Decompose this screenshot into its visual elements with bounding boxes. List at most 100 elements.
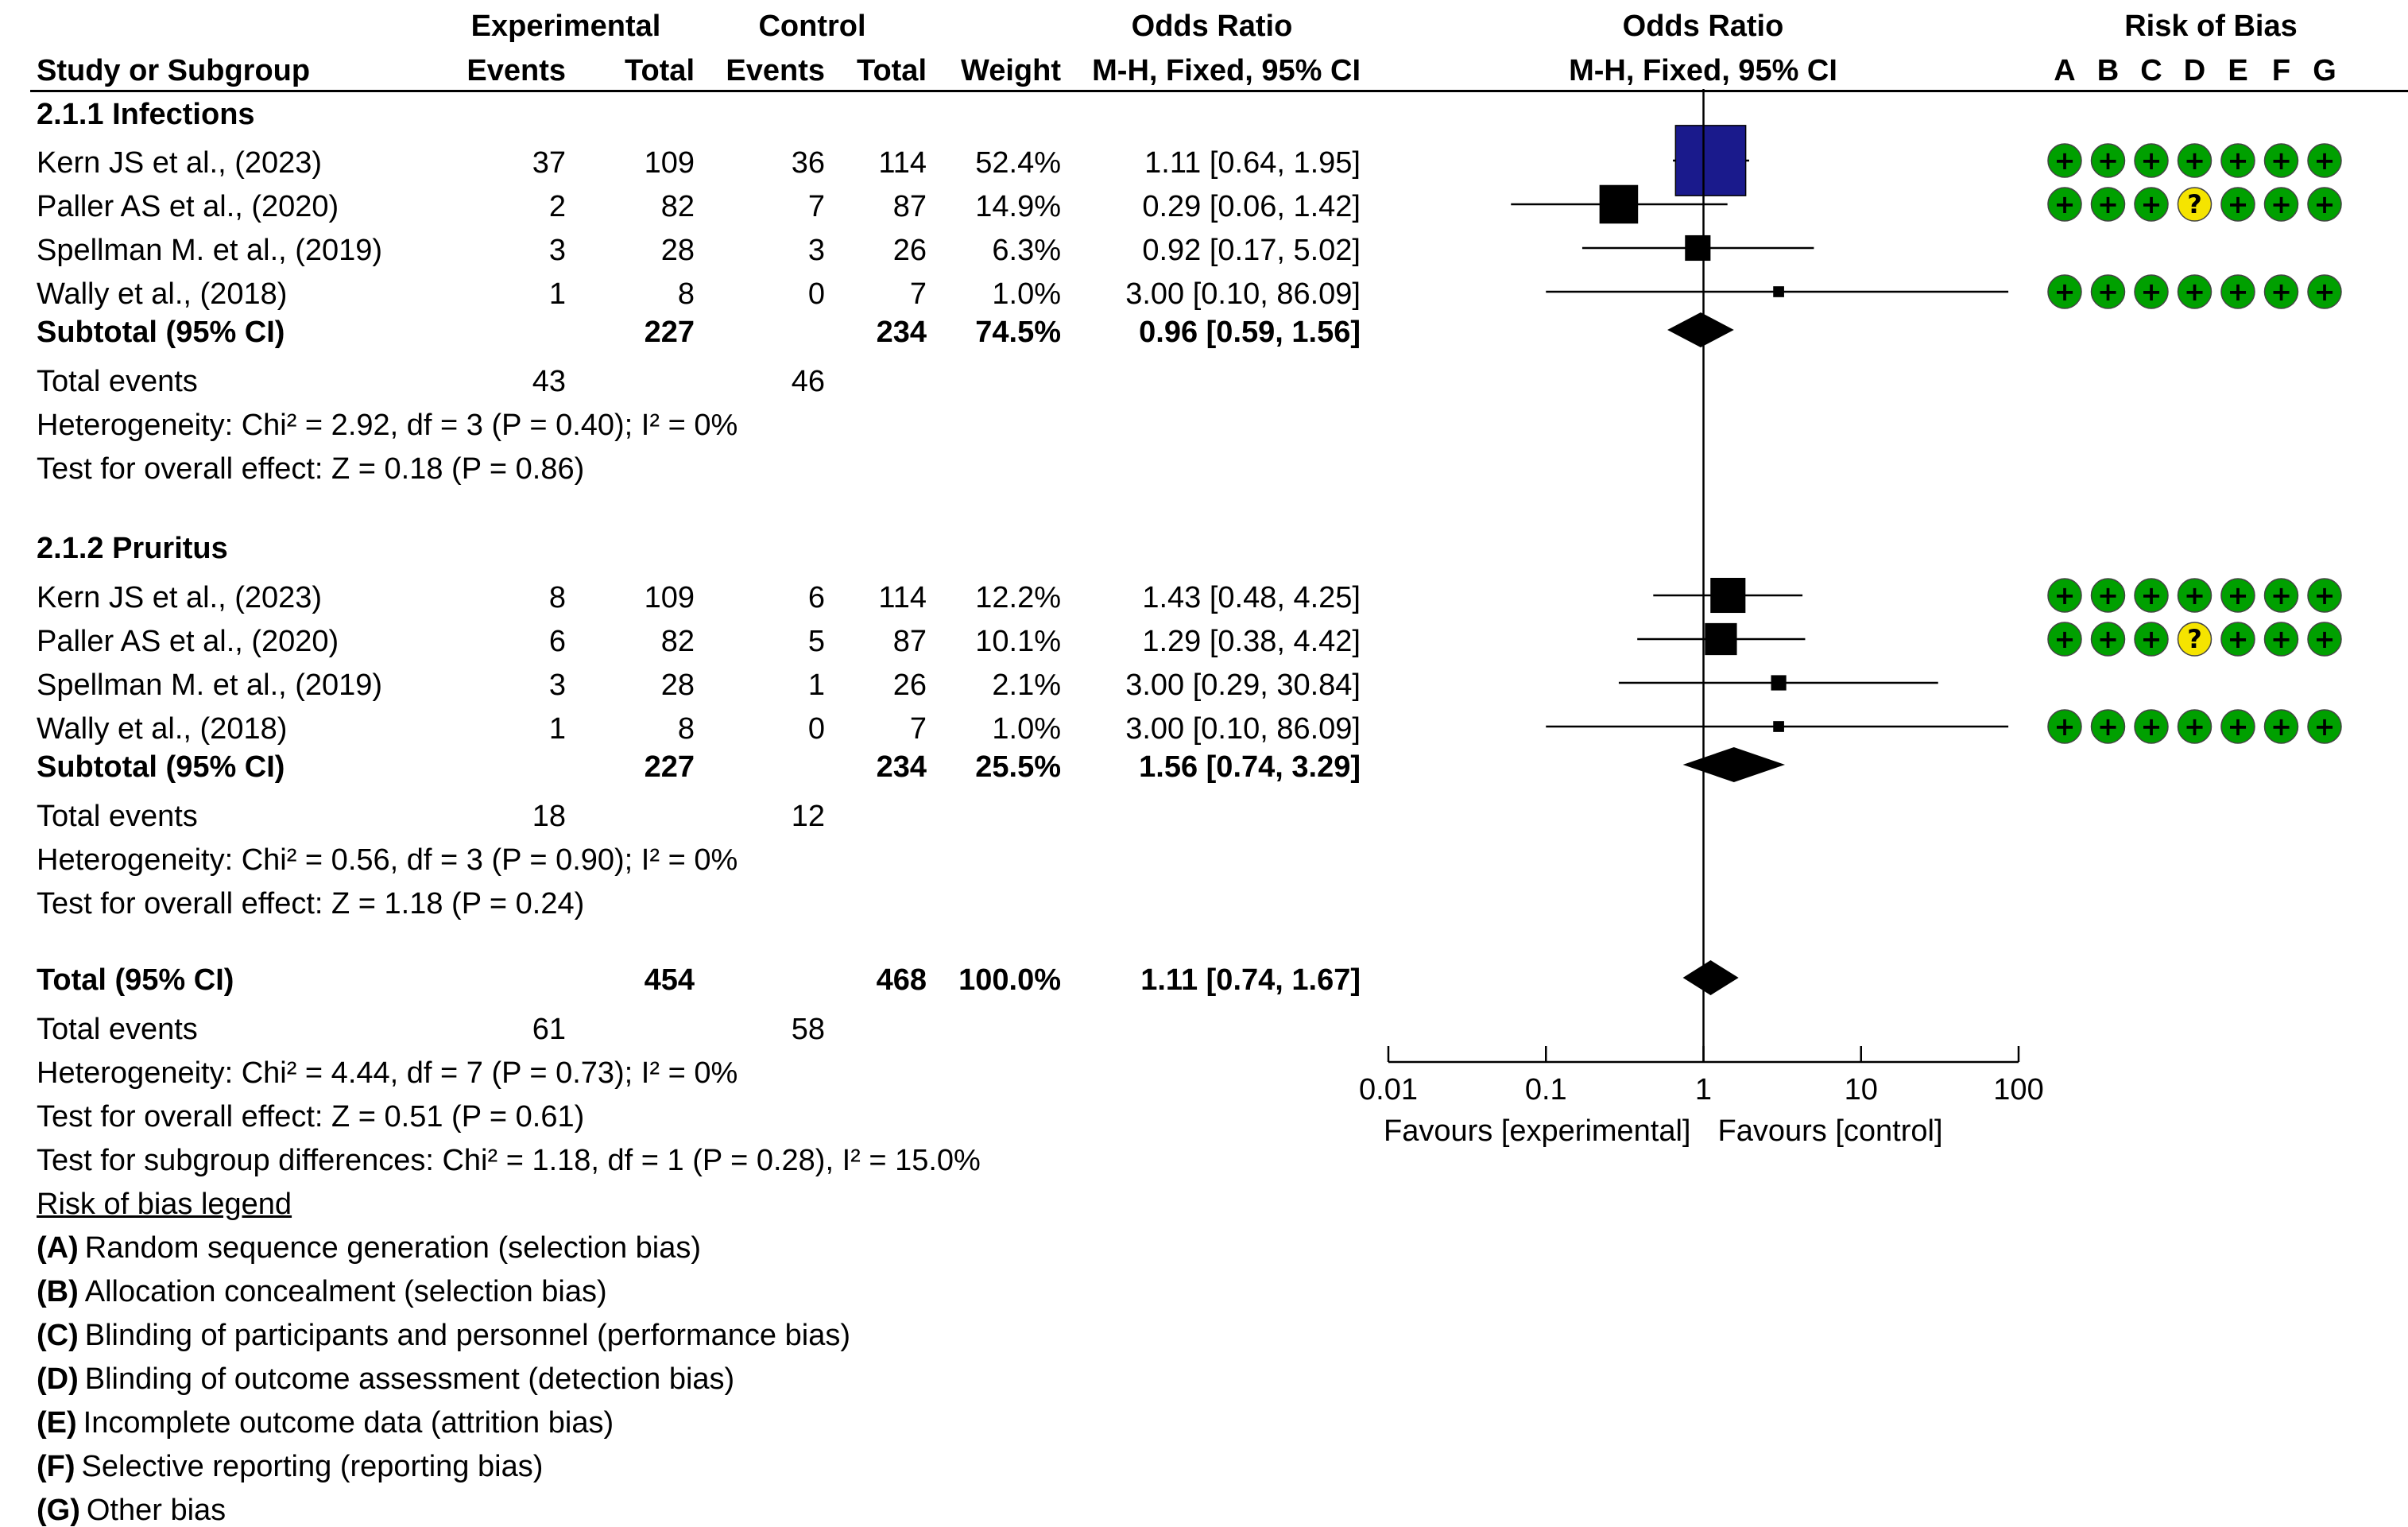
study-point-square — [1774, 287, 1783, 296]
subtotal-ci: 1.56 [0.74, 3.29] — [1139, 752, 1361, 782]
subgroup-differences: Test for subgroup differences: Chi² = 1.… — [37, 1145, 981, 1176]
study-ci: 3.00 [0.10, 86.09] — [1125, 279, 1361, 309]
header-exp-events: Events — [467, 56, 566, 86]
rob-legend-key: (B) — [37, 1275, 79, 1308]
study-ctl-total: 87 — [893, 192, 927, 222]
study-exp-events: 6 — [549, 626, 566, 657]
study-weight: 6.3% — [992, 235, 1061, 265]
rob-symbol: + — [2141, 145, 2162, 176]
subtotal-weight: 25.5% — [975, 752, 1061, 782]
overall-heterogeneity: Heterogeneity: Chi² = 4.44, df = 7 (P = … — [37, 1058, 737, 1088]
subgroup-title: 2.1.1 Infections — [37, 99, 255, 130]
study-name: Paller AS et al., (2020) — [37, 192, 339, 222]
overall-ctl-total: 468 — [877, 965, 927, 995]
study-ctl-events: 7 — [808, 192, 825, 222]
study-point-square — [1705, 624, 1736, 655]
rob-legend-item: (A)Random sequence generation (selection… — [37, 1233, 701, 1263]
rob-legend-item: (G)Other bias — [37, 1495, 226, 1525]
study-name: Spellman M. et al., (2019) — [37, 235, 382, 265]
total-events-label: Total events — [37, 801, 198, 831]
study-ctl-events: 6 — [808, 583, 825, 613]
header-exp-total: Total — [625, 56, 695, 86]
rob-symbol: + — [2271, 624, 2292, 654]
rob-symbol: + — [2271, 145, 2292, 176]
subtotal-exp-total: 227 — [645, 752, 695, 782]
study-weight: 14.9% — [975, 192, 1061, 222]
total-events-ctl: 46 — [792, 366, 825, 397]
study-ctl-total: 7 — [910, 714, 927, 744]
study-ctl-events: 0 — [808, 279, 825, 309]
rob-legend-text: Other bias — [87, 1494, 226, 1527]
study-ci: 1.29 [0.38, 4.42] — [1142, 626, 1361, 657]
rob-symbol: + — [2314, 189, 2336, 219]
rob-legend-text: Blinding of participants and personnel (… — [85, 1319, 850, 1352]
rob-symbol: + — [2271, 277, 2292, 307]
subtotal-diamond — [1667, 312, 1734, 347]
study-weight: 52.4% — [975, 148, 1061, 178]
overall-weight: 100.0% — [958, 965, 1061, 995]
rob-legend-key: (E) — [37, 1406, 77, 1440]
rob-symbol: + — [2314, 580, 2336, 610]
total-events-exp: 18 — [532, 801, 566, 831]
favours-control: Favours [control] — [1718, 1116, 1943, 1146]
study-exp-events: 37 — [532, 148, 566, 178]
study-ctl-total: 7 — [910, 279, 927, 309]
header-ctl-events: Events — [726, 56, 825, 86]
rob-symbol: + — [2271, 711, 2292, 742]
rob-legend-key: (C) — [37, 1319, 79, 1352]
rob-symbol: + — [2228, 189, 2249, 219]
header-rob-letter: G — [2007, 56, 2408, 86]
rob-symbol: + — [2314, 624, 2336, 654]
rob-legend-key: (G) — [37, 1494, 80, 1527]
rob-symbol: + — [2271, 580, 2292, 610]
study-ctl-events: 36 — [792, 148, 825, 178]
rob-symbol: + — [2054, 277, 2076, 307]
rob-symbol: + — [2228, 580, 2249, 610]
overall-effect-text: Test for overall effect: Z = 0.18 (P = 0… — [37, 454, 584, 484]
header-study: Study or Subgroup — [37, 56, 310, 86]
rob-legend-item: (F)Selective reporting (reporting bias) — [37, 1451, 543, 1482]
rob-legend-text: Selective reporting (reporting bias) — [82, 1450, 544, 1483]
study-exp-events: 1 — [549, 714, 566, 744]
study-name: Kern JS et al., (2023) — [37, 148, 322, 178]
rob-legend-text: Allocation concealment (selection bias) — [85, 1275, 607, 1308]
rob-symbol: + — [2054, 189, 2076, 219]
rob-legend-item: (E)Incomplete outcome data (attrition bi… — [37, 1408, 614, 1438]
rob-symbol: ? — [2187, 189, 2202, 219]
study-weight: 12.2% — [975, 583, 1061, 613]
rob-symbol: + — [2314, 145, 2336, 176]
rob-legend-item: (C)Blinding of participants and personne… — [37, 1320, 850, 1351]
rob-symbol: + — [2228, 624, 2249, 654]
study-ci: 0.92 [0.17, 5.02] — [1142, 235, 1361, 265]
study-point-square — [1600, 185, 1637, 223]
header-rob-title: Risk of Bias — [1893, 11, 2408, 41]
heterogeneity-text: Heterogeneity: Chi² = 2.92, df = 3 (P = … — [37, 410, 737, 440]
study-point-square — [1771, 676, 1786, 690]
rob-symbol: + — [2097, 277, 2119, 307]
header-rule — [30, 90, 2408, 92]
overall-diamond — [1683, 960, 1739, 995]
rob-symbol: + — [2228, 277, 2249, 307]
study-point-square — [1774, 722, 1783, 731]
study-ci: 3.00 [0.29, 30.84] — [1125, 670, 1361, 700]
rob-symbol: + — [2184, 277, 2205, 307]
total-events-exp: 43 — [532, 366, 566, 397]
study-weight: 1.0% — [992, 714, 1061, 744]
rob-symbol: + — [2184, 711, 2205, 742]
study-name: Wally et al., (2018) — [37, 714, 287, 744]
study-ctl-events: 3 — [808, 235, 825, 265]
overall-ci: 1.11 [0.74, 1.67] — [1140, 965, 1361, 995]
overall-total-events-label: Total events — [37, 1014, 198, 1044]
study-weight: 2.1% — [992, 670, 1061, 700]
rob-symbol: + — [2141, 580, 2162, 610]
subgroup-title: 2.1.2 Pruritus — [37, 533, 228, 564]
rob-symbol: ? — [2187, 624, 2202, 654]
subtotal-ci: 0.96 [0.59, 1.56] — [1139, 317, 1361, 347]
subtotal-diamond — [1683, 747, 1785, 782]
study-ctl-events: 1 — [808, 670, 825, 700]
rob-symbol: + — [2097, 624, 2119, 654]
rob-legend-title: Risk of bias legend — [37, 1189, 292, 1219]
rob-legend-text: Incomplete outcome data (attrition bias) — [83, 1406, 614, 1440]
rob-legend-key: (A) — [37, 1231, 79, 1265]
